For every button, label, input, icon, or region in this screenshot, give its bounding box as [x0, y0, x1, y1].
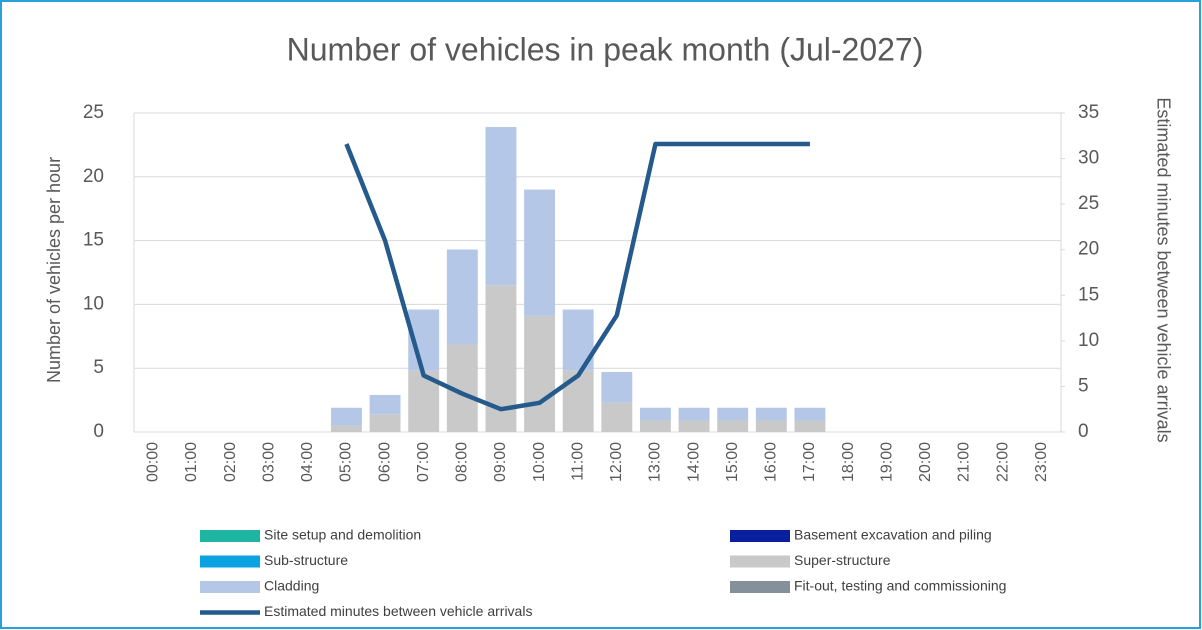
bar-segment	[485, 127, 517, 286]
bar-segment	[330, 407, 362, 426]
x-tick-label: 17:00	[801, 442, 818, 482]
legend-swatch	[200, 581, 260, 593]
x-tick-label: 20:00	[917, 442, 934, 482]
legend-label: Estimated minutes between vehicle arriva…	[264, 603, 532, 619]
x-tick-label: 21:00	[956, 442, 973, 482]
y-tick-label: 10	[83, 293, 104, 314]
x-tick-label: 10:00	[531, 442, 548, 482]
legend-label: Cladding	[264, 578, 319, 594]
bar-segment	[639, 407, 671, 421]
y2-tick-label: 10	[1078, 330, 1099, 351]
legend-label: Fit-out, testing and commissioning	[794, 578, 1006, 594]
chart-title: Number of vehicles in peak month (Jul-20…	[287, 31, 924, 67]
y2-tick-label: 5	[1078, 375, 1089, 396]
bar-segment	[369, 394, 401, 415]
y-tick-label: 20	[83, 166, 104, 187]
legend-swatch	[200, 530, 260, 542]
bar-segment	[794, 407, 826, 421]
y-axis-label: Number of vehicles per hour	[44, 157, 64, 383]
y2-axis-label: Estimated minutes between vehicle arriva…	[1153, 97, 1173, 442]
bar-segment	[755, 407, 787, 421]
x-tick-label: 13:00	[647, 442, 664, 482]
x-tick-label: 19:00	[878, 442, 895, 482]
x-tick-label: 23:00	[1033, 442, 1050, 482]
legend-swatch	[730, 581, 790, 593]
x-tick-label: 03:00	[260, 442, 277, 482]
x-tick-label: 11:00	[569, 442, 586, 481]
bar-segment	[678, 420, 710, 432]
x-tick-label: 15:00	[724, 442, 741, 482]
y-tick-label: 25	[83, 102, 104, 123]
x-tick-label: 02:00	[222, 442, 239, 482]
x-tick-label: 06:00	[376, 442, 393, 482]
bar-segment	[601, 402, 633, 432]
bar-segment	[562, 370, 594, 432]
x-tick-label: 08:00	[454, 442, 471, 482]
legend-label: Basement excavation and piling	[794, 527, 992, 543]
legend-label: Site setup and demolition	[264, 527, 421, 543]
y2-tick-label: 0	[1078, 421, 1089, 442]
x-tick-label: 14:00	[685, 442, 702, 482]
x-tick-label: 18:00	[840, 442, 857, 482]
y2-tick-label: 25	[1078, 193, 1099, 214]
legend-swatch	[730, 555, 790, 568]
y2-tick-label: 35	[1078, 102, 1099, 123]
x-tick-label: 04:00	[299, 442, 316, 482]
bar-segment	[717, 420, 749, 432]
x-tick-label: 16:00	[763, 442, 780, 482]
y-tick-label: 5	[93, 357, 104, 378]
legend-swatch	[200, 555, 260, 568]
legend-swatch	[730, 530, 790, 542]
x-tick-label: 01:00	[183, 442, 200, 482]
bar-segment	[755, 420, 787, 432]
bar-segment	[601, 372, 633, 403]
x-tick-label: 00:00	[145, 442, 162, 482]
x-tick-label: 05:00	[338, 442, 355, 482]
y2-tick-label: 20	[1078, 239, 1099, 260]
bar-segment	[524, 315, 556, 432]
bar-segment	[717, 407, 749, 421]
bar-segment	[446, 249, 478, 344]
bar-segment	[369, 414, 401, 432]
x-tick-label: 12:00	[608, 442, 625, 482]
bar-segment	[678, 407, 710, 421]
line	[344, 141, 810, 412]
legend-label: Super-structure	[794, 552, 891, 568]
bar-segment	[639, 420, 671, 432]
y-tick-label: 0	[93, 421, 104, 442]
x-tick-label: 07:00	[415, 442, 432, 482]
bar-segment	[330, 425, 362, 432]
y-tick-label: 15	[83, 230, 104, 251]
bar-segment	[524, 189, 556, 316]
y2-tick-label: 30	[1078, 148, 1099, 169]
x-tick-label: 22:00	[994, 442, 1011, 482]
x-tick-label: 09:00	[492, 442, 509, 482]
bar-segment	[794, 420, 826, 432]
y2-tick-label: 15	[1078, 284, 1099, 305]
legend-label: Sub-structure	[264, 552, 348, 568]
